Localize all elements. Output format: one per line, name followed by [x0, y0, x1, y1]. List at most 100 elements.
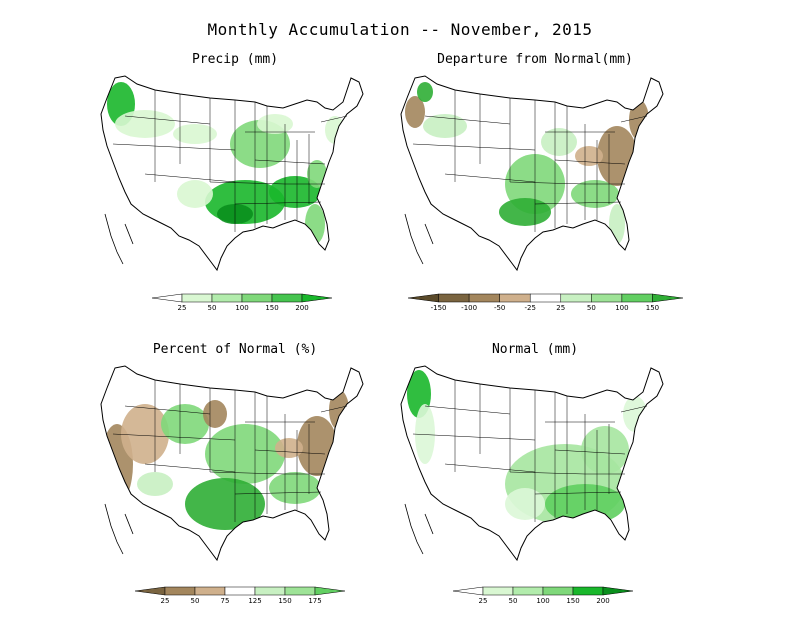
legend-tick-label: 150 [265, 304, 279, 312]
legend-tick-label: 200 [596, 597, 610, 605]
legend-tick-label: 25 [478, 597, 488, 605]
legend-swatch [271, 293, 303, 303]
state-border [234, 201, 322, 205]
precip-region [185, 478, 265, 530]
precip-region [203, 400, 227, 428]
state-border [444, 463, 536, 473]
legend-swatch [452, 586, 484, 596]
state-border [254, 449, 326, 455]
legend-tick-label: -25 [524, 304, 536, 312]
precip-region [417, 82, 433, 102]
us-outline [100, 365, 364, 562]
state-border [234, 491, 322, 495]
legend-swatch [602, 586, 634, 596]
state-border [554, 449, 626, 455]
precip-region [423, 114, 467, 138]
legend-tick-label: 100 [536, 597, 550, 605]
normal-legend: 25 50 100 150 200 [443, 583, 643, 609]
legend-tick-label: 50 [190, 597, 200, 605]
state-border [620, 115, 648, 123]
legend-swatch [591, 293, 623, 303]
precip-region [177, 180, 213, 208]
legend-swatch [181, 293, 213, 303]
legend-swatch [482, 586, 514, 596]
normal-map [400, 365, 664, 562]
state-border [209, 471, 286, 475]
map-body [400, 365, 664, 562]
state-border [534, 201, 622, 205]
state-border [112, 433, 236, 441]
precip-region [307, 160, 327, 188]
percent-map [100, 365, 364, 562]
legend-swatch [314, 586, 346, 596]
legend-tick-label: 25 [177, 304, 187, 312]
state-border [509, 181, 586, 185]
departure-panel-title: Departure from Normal(mm) [437, 52, 633, 67]
legend-swatch [407, 293, 439, 303]
legend-swatch [560, 293, 592, 303]
state-border [424, 115, 511, 125]
state-border [320, 405, 348, 413]
legend-swatch [194, 586, 226, 596]
us-outline [400, 75, 664, 272]
precip-region [205, 424, 285, 484]
legend-tick-label: 200 [295, 304, 309, 312]
legend-swatch [224, 586, 256, 596]
legend-bar [134, 586, 346, 596]
legend-swatch [438, 293, 470, 303]
state-border [209, 181, 286, 185]
legend-swatch [301, 293, 333, 303]
legend-swatch [151, 293, 183, 303]
precip-region [505, 488, 545, 520]
precip-region [257, 114, 293, 134]
legend-tick-label: 125 [248, 597, 262, 605]
percent-panel: Percent of Normal (%) [85, 342, 385, 592]
state-border [254, 159, 326, 165]
legend-swatch [542, 586, 574, 596]
legend-tick-label: -150 [430, 304, 447, 312]
legend-bar [452, 586, 634, 596]
state-border [424, 405, 511, 415]
percent-legend: 25 50 75 125 150 175 [125, 583, 355, 609]
legend-tick-label: 175 [308, 597, 322, 605]
state-border [444, 173, 536, 183]
state-border [112, 143, 236, 151]
precip-region [161, 404, 209, 444]
legend-tick-label: 50 [586, 304, 596, 312]
state-border [509, 471, 586, 475]
mexico-coast [404, 503, 434, 555]
legend-tick-label: 50 [508, 597, 518, 605]
precip-region [121, 404, 169, 464]
precip-region [137, 472, 173, 496]
legend-swatch [241, 293, 273, 303]
percent-panel-title: Percent of Normal (%) [152, 342, 318, 357]
precip-region [329, 390, 349, 430]
precip-region [575, 146, 603, 166]
us-outline [100, 75, 364, 272]
precip-region [275, 438, 303, 458]
legend-tick-label: 25 [556, 304, 566, 312]
legend-tick-label: 100 [615, 304, 629, 312]
legend-bar [407, 293, 684, 303]
departure-map [400, 75, 664, 272]
map-body [100, 75, 364, 272]
us-outline [400, 365, 664, 562]
precip-region [581, 426, 629, 474]
legend-tick-label: 75 [220, 597, 230, 605]
legend-swatch [284, 586, 316, 596]
legend-swatch [134, 586, 166, 596]
map-body [100, 365, 364, 562]
legend-swatch [572, 586, 604, 596]
state-border [554, 159, 626, 165]
legend-swatch [254, 586, 286, 596]
precip-region [541, 128, 577, 156]
legend-swatch [529, 293, 562, 303]
mexico-coast [104, 503, 134, 555]
precip-panel-title: Precip (mm) [191, 52, 279, 67]
precip-region [499, 198, 551, 226]
page-title: Monthly Accumulation -- November, 2015 [207, 20, 593, 39]
precip-region [115, 110, 175, 138]
legend-tick-label: 150 [645, 304, 660, 312]
precip-region [415, 404, 435, 464]
legend-bar [151, 293, 333, 303]
